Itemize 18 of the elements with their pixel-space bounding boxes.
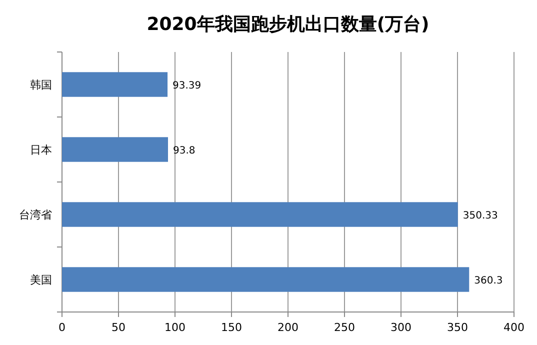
data-label: 93.39 xyxy=(172,80,202,92)
x-tick-label: 400 xyxy=(504,321,524,334)
y-tick-label: 日本 xyxy=(30,144,52,156)
y-tick-label: 美国 xyxy=(30,274,52,286)
title: 2020年我国跑步机出口数量(万台) xyxy=(146,14,430,35)
x-tick-label: 50 xyxy=(112,321,126,334)
y-tick-label: 韩国 xyxy=(30,78,52,92)
data-label: 360.3 xyxy=(474,276,503,286)
x-tick-label: 350 xyxy=(447,321,468,334)
x-tick-label: 100 xyxy=(164,321,186,334)
data-label: 350.33 xyxy=(462,210,498,222)
y-tick-label: 台湾省 xyxy=(19,208,52,222)
x-tick-label: 250 xyxy=(334,321,355,334)
data-label: 93.8 xyxy=(172,146,196,156)
x-tick-label: 150 xyxy=(221,321,242,334)
x-tick-label: 0 xyxy=(58,321,66,334)
x-tick-label: 300 xyxy=(390,321,412,334)
x-tick-label: 200 xyxy=(278,321,298,334)
